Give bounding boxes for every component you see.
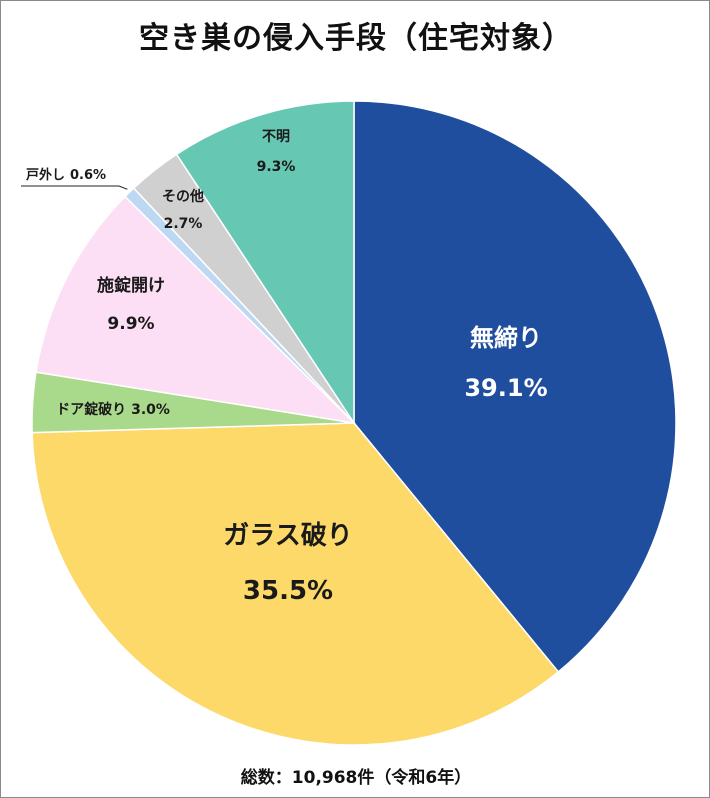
leader-line-door-removal — [21, 185, 128, 190]
label-door-removal-value: 0.6% — [70, 168, 106, 183]
label-unknown-name: 不明 — [262, 129, 290, 145]
label-door-removal: 戸外し 0.6% — [26, 167, 106, 183]
slice-unknown — [175, 100, 355, 426]
label-mujime-value: 39.1% — [464, 374, 547, 402]
label-lock-picking-name: 施錠開け — [97, 275, 165, 296]
label-unknown-value: 9.3% — [257, 159, 296, 175]
label-other-value: 2.7% — [164, 216, 203, 232]
label-glass-breaking-value: 35.5% — [243, 576, 333, 606]
label-glass-breaking-name: ガラス破り — [223, 521, 352, 551]
label-door-lock-breaking: ドア錠破り 3.0% — [56, 401, 170, 418]
label-mujime-name: 無締り — [470, 324, 542, 352]
slice-mujime — [353, 100, 677, 673]
label-door-lock-breaking-name: ドア錠破り — [56, 401, 126, 418]
label-other-name: その他 — [162, 188, 204, 205]
chart-title: 空き巣の侵入手段（住宅対象） — [139, 21, 573, 56]
label-lock-picking-value: 9.9% — [107, 314, 154, 334]
slice-glass-breaking — [31, 422, 560, 746]
slice-lock-picking — [35, 195, 357, 425]
label-door-removal-name: 戸外し — [26, 167, 65, 183]
chart-footer: 総数：10,968件（令和6年） — [240, 768, 472, 788]
label-door-lock-breaking-value: 3.0% — [131, 402, 170, 418]
